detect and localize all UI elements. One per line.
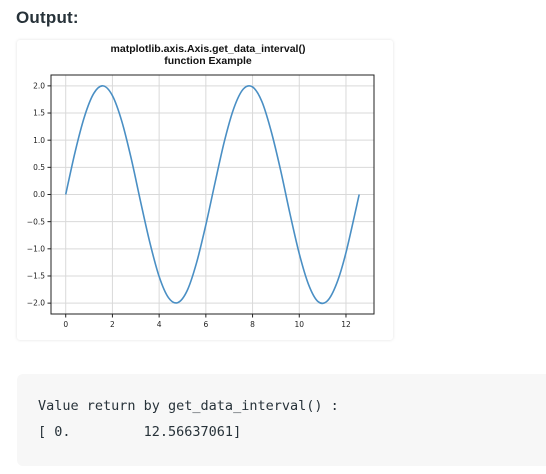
y-tick-label: 2.0	[33, 81, 45, 90]
y-tick-label: −1.5	[27, 272, 45, 281]
x-tick-label: 6	[203, 320, 208, 329]
y-tick-label: 0.0	[33, 190, 45, 199]
tick-layer: 0 2 4 6 8 10 12 2.0 1.5 1.0 0.5 0.0 −0.5 −1.0 −1.5 −2.0	[27, 81, 351, 329]
line-layer	[64, 84, 360, 305]
console-output: Value return by get_data_interval() : [ …	[17, 374, 546, 466]
series-line	[64, 84, 360, 305]
chart-title-line1: matplotlib.axis.Axis.get_data_interval()	[111, 43, 306, 55]
y-tick-label: 1.5	[33, 109, 45, 118]
figure-card: matplotlib.axis.Axis.get_data_interval()…	[17, 40, 393, 340]
y-tick-label: −1.0	[27, 244, 45, 253]
console-line-2: [ 0. 12.56637061]	[38, 424, 242, 440]
x-tick-label: 10	[294, 320, 304, 329]
x-tick-label: 12	[341, 320, 351, 329]
x-tick-label: 8	[250, 320, 255, 329]
axes-frame	[50, 74, 375, 315]
y-tick-label: −2.0	[27, 299, 45, 308]
output-heading: Output:	[16, 8, 79, 27]
y-tick-label: 0.5	[33, 163, 45, 172]
grid-layer	[51, 75, 374, 314]
chart-title-line2: function Example	[164, 55, 252, 67]
x-tick-label: 2	[110, 320, 115, 329]
y-tick-label: 1.0	[33, 136, 45, 145]
console-line-1: Value return by get_data_interval() :	[38, 398, 339, 414]
sine-chart: matplotlib.axis.Axis.get_data_interval()…	[27, 43, 375, 329]
x-tick-label: 4	[157, 320, 162, 329]
y-tick-label: −0.5	[27, 217, 45, 226]
x-tick-label: 0	[63, 320, 68, 329]
